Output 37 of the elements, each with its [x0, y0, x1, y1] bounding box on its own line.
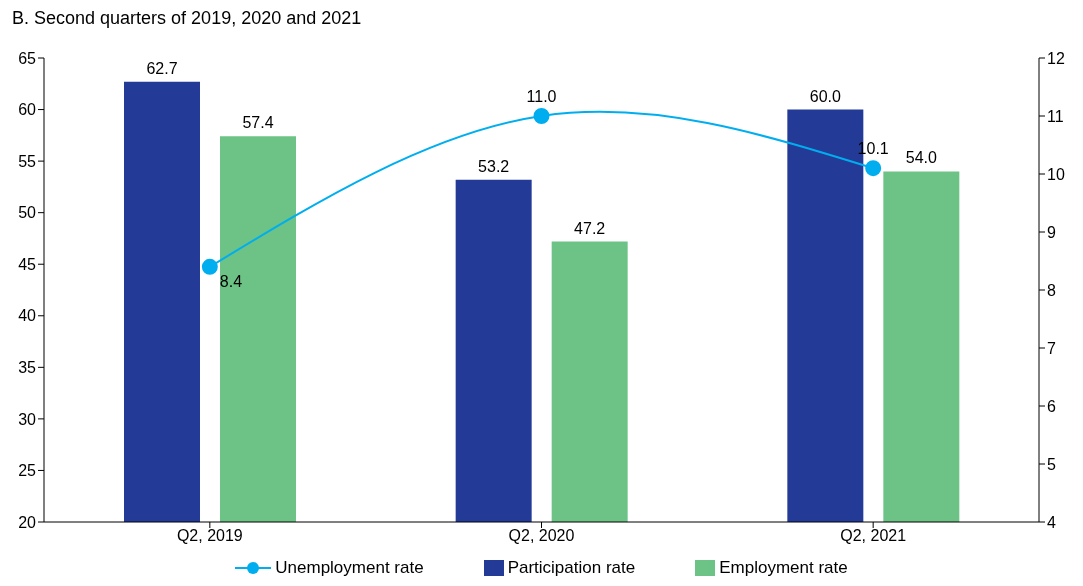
x-tick-label: Q2, 2019 — [176, 527, 243, 545]
legend-label: Unemployment rate — [275, 558, 424, 578]
data-label: 11.0 — [526, 88, 557, 105]
data-label: 8.4 — [219, 272, 243, 290]
point — [865, 160, 882, 177]
y2-tick-label: 4 — [1047, 513, 1056, 531]
y-tick-label: 30 — [18, 410, 37, 428]
y2-tick-label: 6 — [1047, 397, 1056, 415]
y2-tick-label: 5 — [1047, 455, 1056, 473]
x-tick-label: Q2, 2021 — [840, 527, 907, 545]
legend-label: Participation rate — [507, 558, 636, 578]
data-label: 54.0 — [905, 149, 938, 167]
chart-title: B. Second quarters of 2019, 2020 and 2021 — [11, 8, 363, 30]
data-label: 60.0 — [809, 87, 842, 105]
y2-tick-label: 11 — [1047, 107, 1064, 125]
y-tick-label: 50 — [18, 204, 37, 222]
y-tick-label: 60 — [18, 101, 37, 119]
y-tick-label: 35 — [18, 359, 37, 377]
y2-tick-label: 9 — [1047, 223, 1056, 241]
x-tick-label: Q2, 2020 — [508, 527, 575, 545]
data-label: 57.4 — [242, 114, 274, 132]
y2-tick-label: 10 — [1047, 165, 1065, 183]
data-label: 53.2 — [478, 157, 510, 175]
legend-label: Employment rate — [719, 558, 848, 578]
point — [533, 108, 550, 124]
y-tick-label: 55 — [18, 152, 37, 170]
y-tick-label: 25 — [18, 462, 37, 480]
y-tick-label: 45 — [18, 255, 37, 273]
y2-tick-label: 8 — [1047, 281, 1056, 299]
y2-tick-label: 7 — [1047, 339, 1056, 357]
data-label: 47.2 — [574, 219, 606, 237]
y-tick-label: 20 — [18, 513, 37, 531]
y-tick-label: 40 — [18, 307, 37, 325]
data-label: 62.7 — [146, 59, 178, 77]
y-tick-label: 65 — [18, 49, 37, 67]
point — [201, 258, 218, 275]
y2-tick-label: 12 — [1047, 49, 1065, 67]
